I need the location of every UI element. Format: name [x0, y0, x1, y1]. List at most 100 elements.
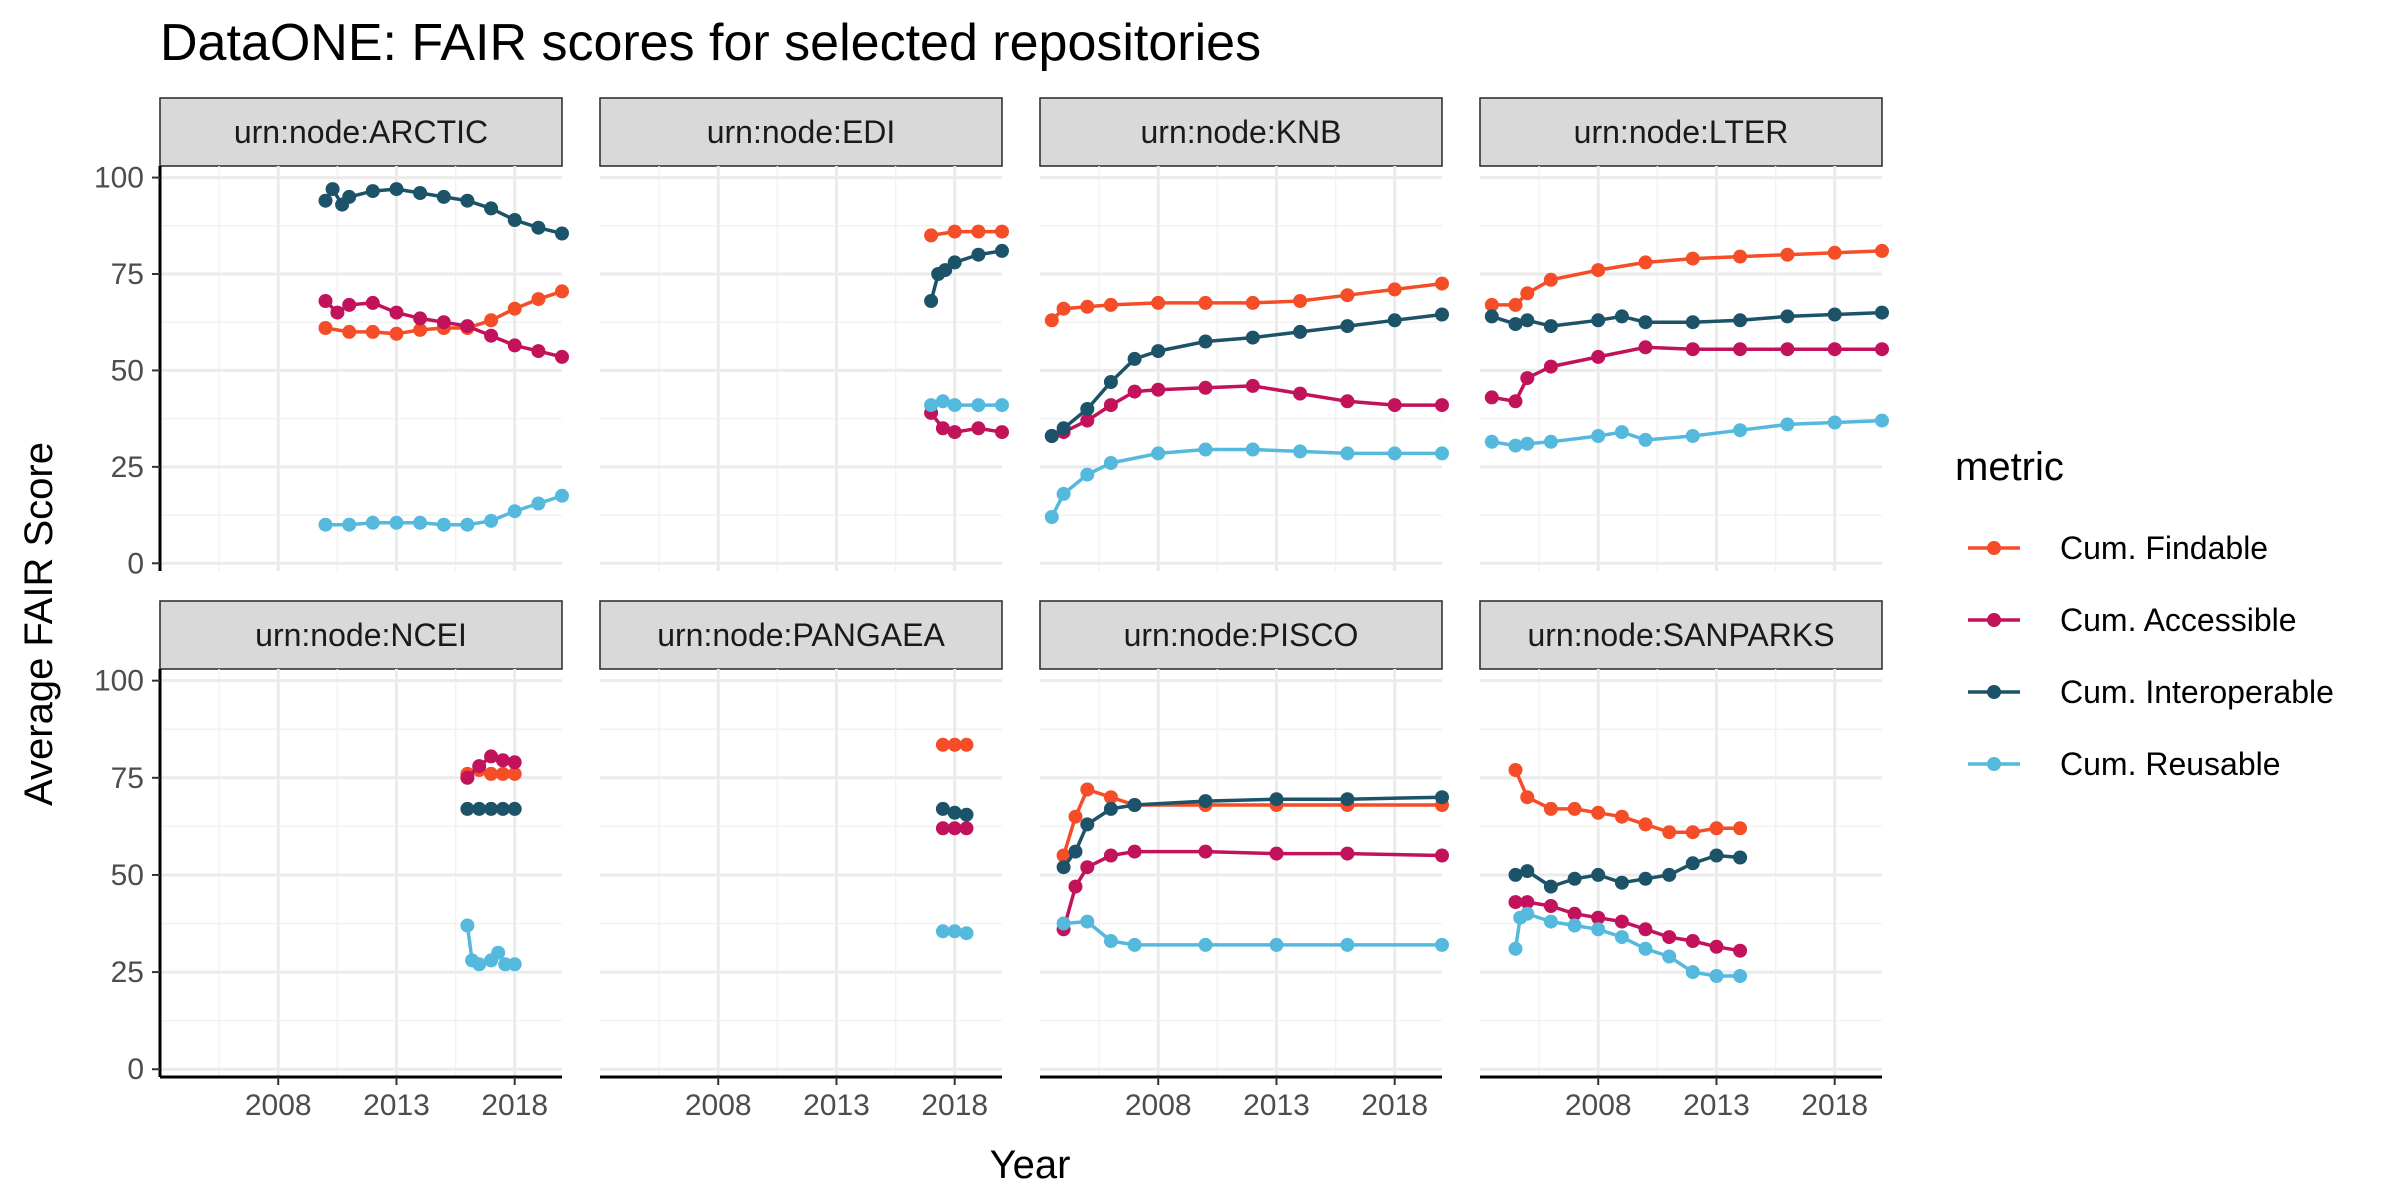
data-point: [1508, 941, 1523, 956]
data-point: [531, 344, 546, 359]
data-point: [1685, 934, 1700, 948]
data-point: [1056, 860, 1071, 875]
data-point: [1520, 895, 1535, 910]
data-point: [531, 496, 546, 511]
data-point: [1567, 918, 1582, 933]
series-cum-findable: [1484, 243, 1889, 312]
data-point: [1103, 934, 1118, 948]
data-point: [959, 807, 974, 822]
data-point: [495, 753, 510, 768]
data-point: [1508, 867, 1523, 882]
data-point: [1875, 342, 1889, 357]
panel-strip-label: urn:node:EDI: [707, 114, 896, 150]
data-point: [318, 294, 333, 308]
legend-entry: Cum. Findable: [1968, 530, 2268, 566]
data-point: [1662, 930, 1677, 945]
data-point: [947, 737, 962, 752]
legend-entry: Cum. Reusable: [1968, 746, 2281, 782]
data-point: [1591, 867, 1606, 882]
data-point: [1733, 342, 1748, 357]
series-line: [1061, 849, 1443, 930]
series-cum-reusable: [1044, 442, 1449, 524]
data-point: [1340, 394, 1355, 409]
data-point: [1198, 442, 1213, 457]
series-cum-interoperable: [1056, 790, 1449, 875]
data-point: [342, 324, 357, 339]
data-point: [484, 513, 499, 528]
legend-label: Cum. Reusable: [2060, 746, 2281, 782]
data-point: [1435, 307, 1449, 322]
data-point: [1435, 790, 1449, 805]
legend-label: Cum. Interoperable: [2060, 674, 2334, 710]
data-point: [1245, 442, 1260, 457]
panel-strip-label: urn:node:PISCO: [1124, 617, 1359, 653]
data-point: [1293, 444, 1308, 459]
data-point: [935, 924, 950, 939]
data-point: [318, 517, 333, 532]
data-point: [1591, 805, 1606, 820]
data-point: [413, 322, 428, 337]
data-point: [1638, 941, 1653, 956]
data-point: [1543, 359, 1558, 374]
data-point: [1827, 415, 1842, 430]
panel-strip-label: urn:node:LTER: [1574, 114, 1789, 150]
data-point: [1709, 939, 1724, 954]
data-point: [1080, 299, 1095, 314]
series-cum-findable: [1508, 763, 1748, 840]
data-point: [1638, 817, 1653, 832]
series-cum-findable: [935, 737, 974, 752]
data-point: [531, 220, 546, 235]
data-point: [1875, 305, 1889, 320]
data-point: [1340, 792, 1355, 807]
data-point: [460, 517, 475, 532]
data-point: [1044, 313, 1059, 328]
panel-strip-label: urn:node:SANPARKS: [1527, 617, 1834, 653]
series-cum-reusable: [924, 394, 1009, 413]
data-point: [1508, 438, 1523, 453]
panel-6: urn:node:PANGAEA 2008 2013 2018: [599, 600, 1003, 1122]
data-point: [1543, 879, 1558, 894]
data-point: [1245, 378, 1260, 393]
data-point: [1875, 413, 1889, 428]
data-point: [318, 193, 333, 208]
data-point: [460, 801, 475, 816]
data-point: [1508, 297, 1523, 312]
data-point: [1733, 313, 1748, 328]
data-point: [1127, 798, 1142, 812]
data-point: [1638, 432, 1653, 447]
data-point: [507, 213, 522, 227]
data-point: [1056, 916, 1071, 931]
data-point: [1638, 922, 1653, 937]
data-point: [1127, 351, 1142, 366]
data-point: [1543, 914, 1558, 929]
data-point: [1508, 317, 1523, 332]
panel-strip: [599, 600, 1003, 670]
data-point: [1733, 943, 1748, 958]
data-point: [484, 313, 499, 328]
x-tick-label: 2018: [1801, 1089, 1868, 1122]
data-point: [413, 311, 428, 326]
data-point: [995, 398, 1009, 413]
x-tick-label: 2008: [245, 1089, 312, 1122]
data-point: [1435, 276, 1449, 291]
data-point: [1198, 380, 1213, 395]
x-tick-label: 2008: [1565, 1089, 1632, 1122]
data-point: [1614, 425, 1629, 440]
data-point: [1508, 895, 1523, 910]
data-point: [1080, 402, 1095, 416]
series-line: [1063, 919, 1442, 947]
data-point: [1567, 906, 1582, 921]
data-point: [1198, 334, 1213, 349]
data-point: [1103, 848, 1118, 863]
data-point: [484, 801, 499, 816]
data-point: [1103, 456, 1118, 470]
legend-entry: Cum. Interoperable: [1968, 674, 2334, 710]
data-point: [436, 517, 451, 532]
chart-title: DataONE: FAIR scores for selected reposi…: [160, 14, 1261, 72]
data-point: [924, 228, 939, 243]
data-point: [1245, 330, 1260, 345]
data-point: [1567, 801, 1582, 816]
legend-label: Cum. Findable: [2060, 530, 2268, 566]
panel-strip: [1039, 600, 1443, 670]
data-point: [365, 515, 380, 530]
